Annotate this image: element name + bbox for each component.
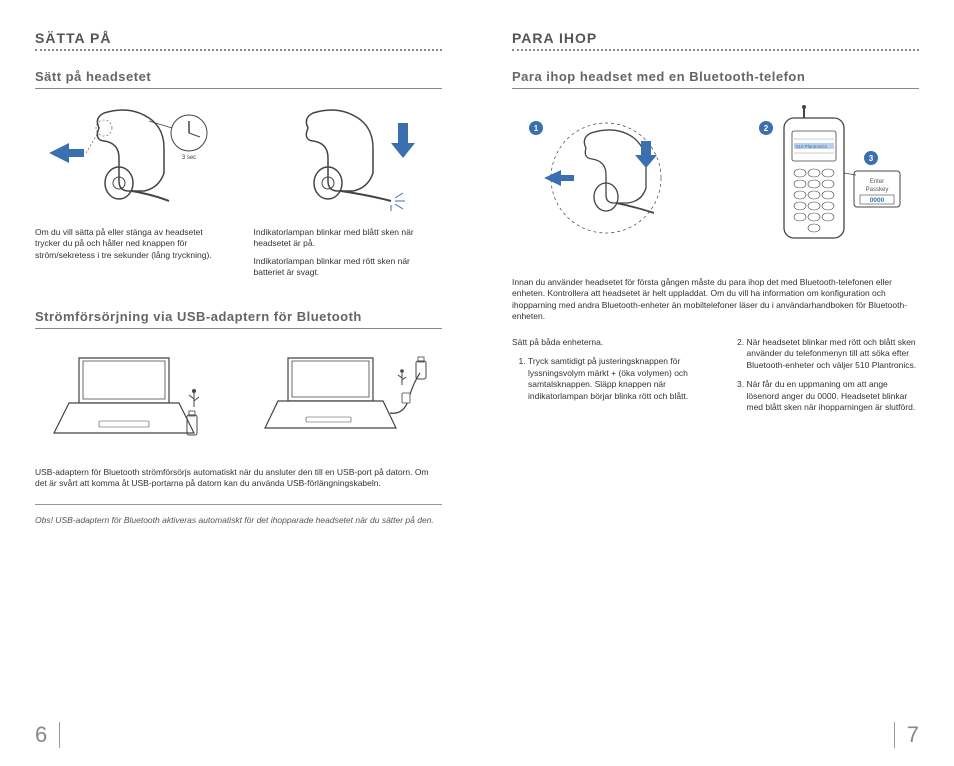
pairing-illustration: 1 2 510 Plantronics: [512, 103, 919, 253]
usb-body-text: USB-adaptern för Bluetooth strömförsörjs…: [35, 467, 442, 490]
svg-text:0000: 0000: [869, 197, 884, 204]
steps-col-right: När headsetet blinkar med rött och blått…: [731, 337, 920, 422]
headset-power-illustration: 3 sec: [35, 103, 224, 213]
dotted-rule: [35, 49, 442, 51]
subtitle-pair-headset: Para ihop headset med en Bluetooth-telef…: [512, 69, 919, 84]
svg-text:3: 3: [868, 154, 873, 163]
steps-col-left: Sätt på båda enheterna. Tryck samtidigt …: [512, 337, 701, 422]
left-page: SÄTTA PÅ Sätt på headsetet 3 sec: [0, 0, 477, 766]
laptop-usb-cable-illustration: [254, 343, 443, 453]
headset-indicator-illustration: [254, 103, 443, 213]
subtitle-usb-adapter: Strömförsörjning via USB-adaptern för Bl…: [35, 309, 442, 324]
page-number-right: 7: [894, 722, 919, 748]
headset-text-columns: Om du vill sätta på eller stänga av head…: [35, 227, 442, 285]
usb-note-text: Obs! USB-adaptern för Bluetooth aktivera…: [35, 504, 442, 526]
thin-rule: [512, 88, 919, 89]
step-3: När får du en uppmaning om att ange löse…: [747, 379, 920, 413]
laptop-usb-direct-illustration: [35, 343, 224, 453]
indicator-red-text: Indikatorlampan blinkar med rött sken nä…: [254, 256, 443, 279]
thin-rule: [35, 88, 442, 89]
steps-list-right: När headsetet blinkar med rött och blått…: [731, 337, 920, 414]
pairing-steps-columns: Sätt på båda enheterna. Tryck samtidigt …: [512, 337, 919, 422]
pairing-intro-text: Innan du använder headsetet för första g…: [512, 277, 919, 323]
svg-text:Passkey: Passkey: [865, 187, 888, 193]
thin-rule: [35, 328, 442, 329]
svg-text:3 sec: 3 sec: [182, 155, 196, 161]
indicator-blue-text: Indikatorlampan blinkar med blått sken n…: [254, 227, 443, 250]
dotted-rule: [512, 49, 919, 51]
svg-text:510 Plantronics: 510 Plantronics: [796, 144, 828, 149]
section-title-pair: PARA IHOP: [512, 30, 919, 46]
laptop-illustration-row: [35, 343, 442, 453]
text-col-left: Om du vill sätta på eller stänga av head…: [35, 227, 224, 285]
section-title-power: SÄTTA PÅ: [35, 30, 442, 46]
headset-illustration-row: 3 sec: [35, 103, 442, 213]
svg-text:2: 2: [763, 124, 768, 133]
prestep-text: Sätt på båda enheterna.: [512, 337, 701, 348]
steps-list-left: Tryck samtidigt på justeringsknappen för…: [512, 356, 701, 402]
page-number-left: 6: [35, 722, 60, 748]
svg-text:Enter: Enter: [869, 179, 883, 185]
step-2: När headsetet blinkar med rött och blått…: [747, 337, 920, 371]
power-instruction-text: Om du vill sätta på eller stänga av head…: [35, 227, 224, 261]
step-1: Tryck samtidigt på justeringsknappen för…: [528, 356, 701, 402]
right-page: PARA IHOP Para ihop headset med en Bluet…: [477, 0, 954, 766]
subtitle-power-headset: Sätt på headsetet: [35, 69, 442, 84]
svg-text:1: 1: [533, 124, 538, 133]
text-col-right: Indikatorlampan blinkar med blått sken n…: [254, 227, 443, 285]
